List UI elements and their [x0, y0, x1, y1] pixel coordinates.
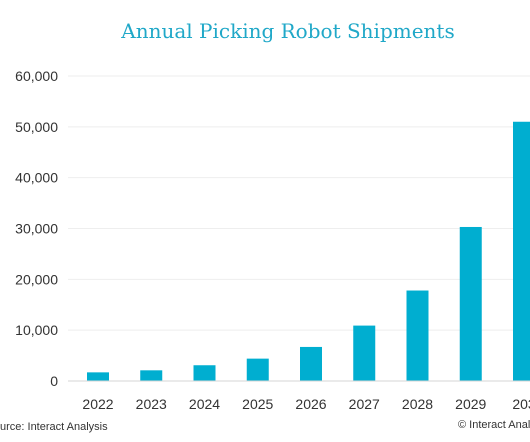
- x-tick-label: 203: [512, 396, 530, 412]
- bar-2027: [353, 325, 376, 381]
- y-tick-label: 60,000: [15, 68, 58, 84]
- bar-2022: [87, 372, 109, 381]
- bar-2029: [459, 226, 482, 381]
- x-tick-label: 2025: [242, 396, 273, 412]
- x-tick-label: 2029: [455, 396, 486, 412]
- x-tick-label: 2023: [136, 396, 167, 412]
- bar-2025: [246, 358, 269, 381]
- chart-title: Annual Picking Robot Shipments: [120, 19, 454, 43]
- source-note: urce: Interact Analysis: [0, 421, 108, 433]
- copyright-note: © Interact Analys: [458, 419, 530, 431]
- y-axis-ticks: 0 10,000 20,000 30,000 40,000 50,000 60,000: [15, 68, 58, 389]
- y-tick-label: 0: [50, 373, 58, 389]
- bars: [87, 121, 530, 381]
- y-tick-label: 30,000: [15, 221, 58, 237]
- bar-2028: [406, 290, 429, 381]
- x-tick-label: 2026: [295, 396, 326, 412]
- bar-2024: [193, 365, 216, 381]
- bar-2026: [300, 346, 322, 381]
- bar-203: [513, 121, 530, 381]
- x-tick-label: 2028: [402, 396, 433, 412]
- gridlines: [68, 75, 530, 331]
- bar-2023: [140, 370, 163, 381]
- y-tick-label: 50,000: [15, 119, 58, 135]
- x-axis-ticks: 2022 2023 2024 2025 2026 2027 2028 2029 203: [82, 396, 530, 412]
- x-tick-label: 2027: [349, 396, 380, 412]
- y-tick-label: 10,000: [15, 322, 58, 338]
- y-tick-label: 20,000: [15, 271, 58, 287]
- y-tick-label: 40,000: [15, 170, 58, 186]
- x-tick-label: 2022: [82, 396, 113, 412]
- x-tick-label: 2024: [189, 396, 220, 412]
